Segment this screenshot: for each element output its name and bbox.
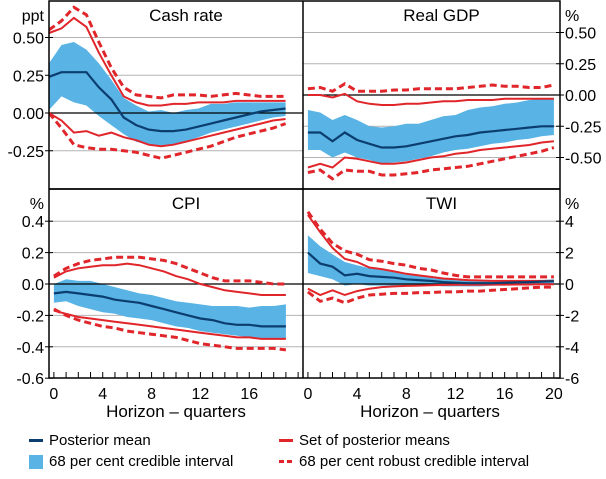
set-of-posterior-means-swatch [279,439,293,442]
set-of-posterior-means-lower [307,140,554,169]
legend-label: Posterior mean [49,432,151,449]
credible-interval-swatch [29,454,43,469]
robust-interval-upper [49,5,286,100]
x-tick-label: 16 [240,386,258,403]
y-tick-label: 0.00 [13,106,44,123]
set-of-posterior-means-lower [53,309,286,340]
y-tick-label: -4 [565,340,579,357]
set-of-posterior-means-upper [53,262,286,296]
posterior-mean-line [307,125,554,149]
set-of-posterior-means-lower [49,112,286,148]
y-tick-label: 0.25 [565,57,596,74]
plot-area [49,5,303,160]
y-unit-label: % [565,196,579,213]
y-tick-label: -0.2 [16,308,44,325]
legend-label: 68 per cent credible interval [49,453,234,470]
legend-label: Set of posterior means [299,432,450,449]
y-unit-label: ppt [22,8,45,25]
x-axis-title-left: Horizon – quarters [106,402,246,420]
y-tick-label: 4 [565,214,574,231]
panel-cpi: 0.4 0.2 0.0 -0.2 -0.4 -0.6% CPI 0 4 8 12 16 [16,194,303,403]
y-tick-label: -0.4 [16,340,44,357]
legend-item-set-of-posterior-means: Set of posterior means [279,432,450,449]
legend: Posterior mean Set of posterior means 68… [0,432,606,479]
y-unit-label: % [30,196,44,213]
credible-interval-band [53,279,286,339]
y-tick-label: -6 [565,371,579,388]
y-tick-label: -0.50 [565,151,602,168]
panel-cash-rate: 0.50 0.25 0.00 -0.25 ppt Cash rate [8,5,303,161]
plot-area [49,255,303,352]
y-tick-label: -2 [565,308,579,325]
robust-interval-lower [53,307,287,352]
plot-area [303,82,560,181]
posterior-mean-swatch [29,439,43,442]
x-tick-label: 4 [353,386,362,403]
panel-title: TWI [426,194,457,213]
y-tick-label: 0 [565,277,574,294]
posterior-mean-line [53,290,286,328]
x-tick-label: 8 [402,386,411,403]
x-tick-label: 16 [496,386,514,403]
robust-interval-swatch [279,460,293,463]
legend-item-posterior-mean: Posterior mean [29,432,151,449]
robust-interval-upper [53,255,286,286]
legend-label: 68 per cent robust credible interval [299,453,530,470]
y-tick-label: 0.2 [22,246,44,263]
plot-area [303,210,560,305]
y-tick-label: -0.25 [565,119,602,136]
y-tick-label: 0.25 [13,68,44,85]
set-of-posterior-means-upper [307,214,554,282]
legend-item-credible-interval: 68 per cent credible interval [29,453,233,470]
robust-interval-upper [306,210,554,279]
set-of-posterior-means-lower [307,283,554,297]
y-tick-label: -0.25 [8,144,45,161]
panel-frame [48,0,561,379]
y-unit-label: % [565,8,579,25]
robust-interval-lower [307,146,555,181]
x-tick-label: 4 [98,386,107,403]
credible-interval-band [307,98,554,164]
y-tick-label: -0.6 [16,371,44,388]
legend-item-robust-interval: 68 per cent robust credible interval [279,453,529,470]
x-tick-label: 20 [545,386,563,403]
panel-title: CPI [172,194,200,213]
posterior-mean-line [307,251,554,285]
y-tick-label: 0.4 [22,214,44,231]
credible-interval-band [307,235,554,287]
x-tick-label: 8 [147,386,156,403]
y-tick-label: 0.0 [22,277,44,294]
y-tick-label: 0.50 [13,31,44,48]
robust-interval-lower [306,285,554,305]
x-tick-label: 0 [49,386,58,403]
set-of-posterior-means-upper [307,92,554,106]
panel-title: Real GDP [403,6,480,25]
set-of-posterior-means-upper [49,16,286,107]
x-tick-label: 0 [303,386,312,403]
posterior-mean-line [49,71,286,133]
x-tick-label: 12 [192,386,210,403]
panel-real-gdp: 0.50 0.25 0.00 -0.25 -0.50% Real GDP [303,6,602,181]
y-tick-label: 2 [565,246,574,263]
robust-interval-upper [307,82,555,93]
x-tick-label: 12 [447,386,465,403]
x-axis-title-right: Horizon – quarters [360,402,500,420]
robust-interval-lower [49,112,287,160]
y-tick-label: 0.50 [565,26,596,43]
panel-title: Cash rate [149,6,223,25]
y-tick-label: 0.00 [565,88,596,105]
